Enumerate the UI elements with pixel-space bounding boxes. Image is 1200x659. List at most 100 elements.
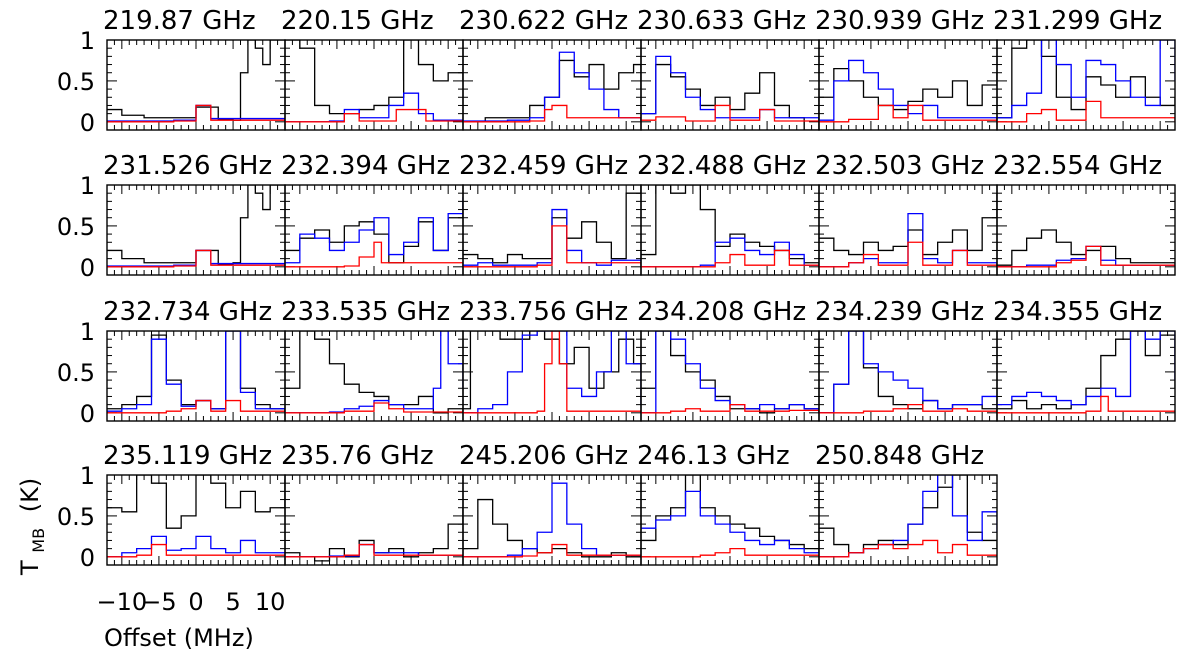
- panel-title: 232.554 GHz: [993, 151, 1162, 181]
- model-species-line: [463, 225, 641, 268]
- panel-title: 232.459 GHz: [459, 151, 628, 181]
- spectrum-panel: 230.939 GHz: [815, 6, 998, 131]
- spectrum-panel: 235.76 GHz: [281, 441, 464, 566]
- model-species-line: [819, 403, 997, 414]
- spectrum-panel: 232.734 GHz: [103, 297, 286, 422]
- spectrum-panel: 234.208 GHz: [637, 297, 820, 422]
- y-tick-label: 1: [80, 27, 95, 55]
- y-tick-label: 0: [80, 109, 95, 137]
- panel-frame: [284, 39, 464, 131]
- y-axis-title: T MB (K): [16, 478, 50, 576]
- model-species-line: [997, 245, 1175, 268]
- model-total-line: [107, 535, 285, 558]
- model-total-line: [641, 331, 819, 414]
- spectrum-panel: 232.394 GHz: [281, 151, 464, 276]
- panel-title: 219.87 GHz: [103, 6, 256, 36]
- panel-frame: [818, 474, 998, 566]
- panel-title: 230.939 GHz: [815, 6, 984, 36]
- spectrum-panel: 250.848 GHz: [815, 441, 998, 566]
- model-species-line: [285, 241, 463, 268]
- model-species-line: [107, 104, 285, 123]
- spectrum-panel: 230.633 GHz: [637, 6, 820, 131]
- model-species-line: [997, 395, 1175, 414]
- y-tick-label: 0: [80, 254, 95, 282]
- spectrum-panel: 220.15 GHz: [281, 6, 464, 131]
- panels-group: 219.87 GHz 220.15 GHz 230.622 GHz 230.633 G…: [103, 6, 1176, 566]
- panel-title: 230.633 GHz: [637, 6, 806, 36]
- x-axis-tick-labels: −10−5 0 5 10: [97, 588, 286, 616]
- observed-spectrum-line: [285, 40, 463, 115]
- panel-title: 232.503 GHz: [815, 151, 984, 181]
- y-tick-label: 0.5: [57, 359, 95, 387]
- panel-title: 232.394 GHz: [281, 151, 450, 181]
- panel-title: 245.206 GHz: [459, 441, 628, 471]
- spectrum-panel: 233.535 GHz: [281, 297, 464, 422]
- spectrum-panel: 235.119 GHz: [103, 441, 286, 566]
- model-total-line: [463, 331, 641, 414]
- spectrum-panel: 232.503 GHz: [815, 151, 998, 276]
- observed-spectrum-line: [107, 475, 285, 529]
- spectrum-panel: 219.87 GHz: [103, 6, 286, 131]
- panel-title: 220.15 GHz: [281, 6, 434, 36]
- x-tick-label: −10: [97, 588, 148, 616]
- y-tick-label: 0.5: [57, 213, 95, 241]
- model-species-line: [285, 543, 463, 558]
- model-species-line: [641, 249, 819, 268]
- model-total-line: [463, 482, 641, 558]
- model-species-line: [285, 108, 463, 123]
- panel-frame: [996, 39, 1176, 131]
- model-species-line: [997, 100, 1175, 123]
- panel-title: 250.848 GHz: [815, 441, 984, 471]
- y-tick-label: 1: [80, 318, 95, 346]
- y-tick-label: 0: [80, 400, 95, 428]
- model-total-line: [285, 331, 463, 414]
- panel-title: 230.622 GHz: [459, 6, 628, 36]
- observed-spectrum-line: [819, 331, 997, 414]
- observed-spectrum-line: [997, 331, 1175, 410]
- y-axis-tick-labels: 0 0.5 1 0 0.5 1 0 0.5 1 0 0.5 1: [57, 27, 95, 572]
- panel-title: 235.76 GHz: [281, 441, 434, 471]
- model-species-line: [463, 104, 641, 123]
- model-total-line: [819, 59, 997, 122]
- y-axis-title-unit: (K): [16, 478, 44, 512]
- y-tick-label: 0: [80, 544, 95, 572]
- panel-title: 234.208 GHz: [637, 297, 806, 327]
- model-species-line: [641, 403, 819, 414]
- x-axis-title: Offset (MHz): [104, 624, 254, 652]
- panel-title: 231.299 GHz: [993, 6, 1162, 36]
- model-total-line: [285, 92, 463, 123]
- panel-title: 234.355 GHz: [993, 297, 1162, 327]
- spectrum-panel: 245.206 GHz: [459, 441, 642, 566]
- x-tick-label: −5: [141, 588, 176, 616]
- spectrum-panel: 234.239 GHz: [815, 297, 998, 422]
- spectrum-panel: 231.526 GHz: [103, 151, 286, 276]
- panel-title: 233.535 GHz: [281, 297, 450, 327]
- observed-spectrum-line: [819, 67, 997, 111]
- spectrum-panel: 231.299 GHz: [993, 6, 1176, 131]
- model-total-line: [819, 331, 997, 414]
- model-species-line: [641, 547, 819, 558]
- panel-frame: [462, 39, 642, 131]
- y-tick-label: 1: [80, 462, 95, 490]
- model-total-line: [463, 208, 641, 266]
- x-tick-label: 0: [188, 588, 203, 616]
- model-total-line: [641, 490, 819, 554]
- spectrum-panel: 232.554 GHz: [993, 151, 1176, 276]
- y-tick-label: 0.5: [57, 503, 95, 531]
- model-species-line: [819, 539, 997, 558]
- panel-title: 235.119 GHz: [103, 441, 272, 471]
- spectrum-panel: 233.756 GHz: [459, 297, 642, 422]
- y-tick-label: 1: [80, 172, 95, 200]
- spectrum-panel: 232.488 GHz: [637, 151, 820, 276]
- model-species-line: [107, 543, 285, 558]
- model-species-line: [107, 399, 285, 414]
- observed-spectrum-line: [463, 59, 641, 123]
- panel-frame: [996, 330, 1176, 422]
- y-tick-label: 0.5: [57, 68, 95, 96]
- model-species-line: [819, 104, 997, 123]
- model-species-line: [641, 104, 819, 122]
- observed-spectrum-line: [107, 185, 285, 266]
- panel-frame: [996, 184, 1176, 276]
- model-species-line: [463, 543, 641, 558]
